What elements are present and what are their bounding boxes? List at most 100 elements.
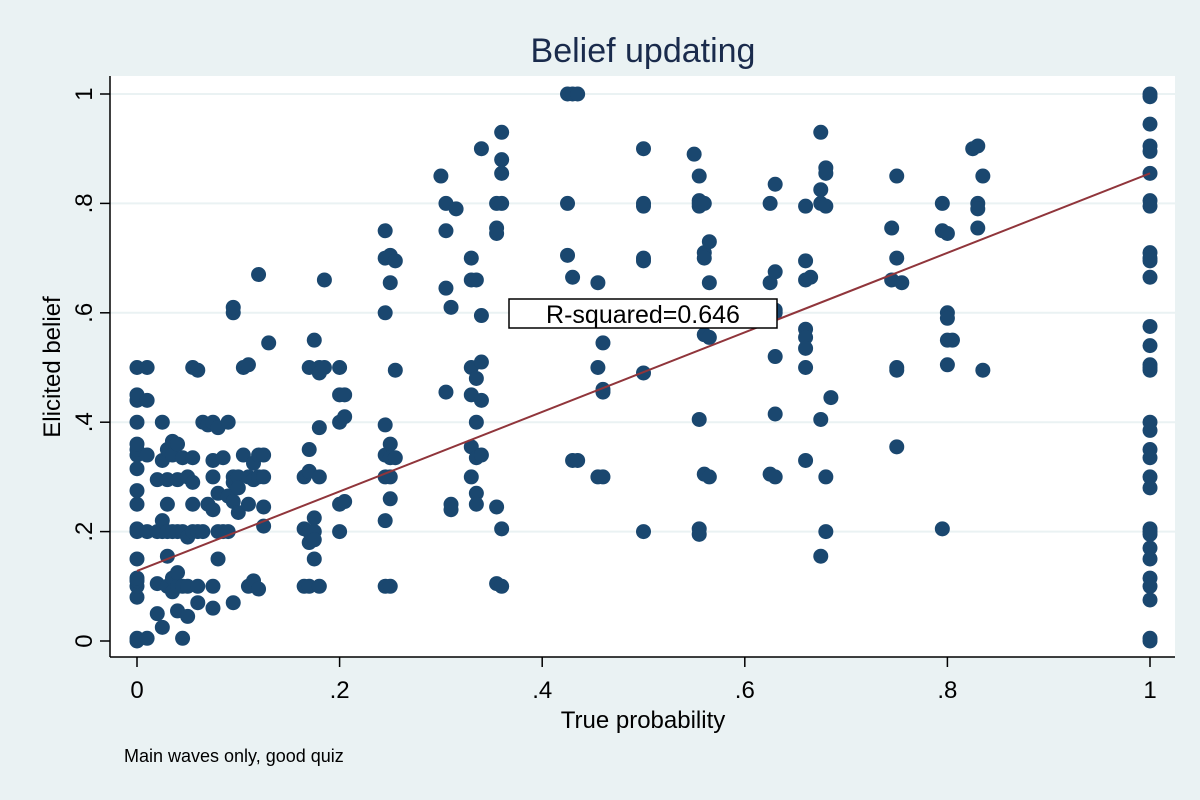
data-point xyxy=(1142,318,1158,334)
data-point xyxy=(220,524,236,540)
data-point xyxy=(139,447,155,463)
y-tick-label: .2 xyxy=(71,522,98,542)
data-point xyxy=(818,524,834,540)
data-point xyxy=(205,502,221,518)
data-point xyxy=(256,499,272,515)
data-point xyxy=(494,165,510,181)
y-tick-label: .4 xyxy=(71,412,98,432)
data-point xyxy=(565,269,581,285)
chart-note: Main waves only, good quiz xyxy=(124,746,344,766)
x-axis-ticks: 0 .2 .4 .6 .8 1 xyxy=(130,657,1157,704)
data-point xyxy=(240,357,256,373)
x-axis-title: True probability xyxy=(561,707,726,734)
data-point xyxy=(489,225,505,241)
data-point xyxy=(438,384,454,400)
data-point xyxy=(190,595,206,611)
x-tick-label: .4 xyxy=(532,677,552,704)
data-point xyxy=(332,524,348,540)
data-point xyxy=(818,198,834,214)
data-point xyxy=(468,496,484,512)
data-point xyxy=(230,504,246,520)
data-point xyxy=(337,387,353,403)
data-point xyxy=(448,201,464,217)
data-point xyxy=(473,308,489,324)
data-point xyxy=(1142,253,1158,269)
data-point xyxy=(494,578,510,594)
data-point xyxy=(180,608,196,624)
data-point xyxy=(468,272,484,288)
data-point xyxy=(975,168,991,184)
data-point xyxy=(443,299,459,315)
data-point xyxy=(316,272,332,288)
data-point xyxy=(970,138,986,154)
data-point xyxy=(220,414,236,430)
data-point xyxy=(468,485,484,501)
data-point xyxy=(686,146,702,162)
data-point xyxy=(560,195,576,211)
data-point xyxy=(894,275,910,291)
x-tick-label: 0 xyxy=(130,677,143,704)
data-point xyxy=(798,329,814,345)
data-point xyxy=(235,447,251,463)
data-point xyxy=(468,414,484,430)
data-point xyxy=(1142,540,1158,556)
data-point xyxy=(489,499,505,515)
data-point xyxy=(240,496,256,512)
data-point xyxy=(473,141,489,157)
data-point xyxy=(129,570,145,586)
data-point xyxy=(139,392,155,408)
data-point xyxy=(261,335,277,351)
data-point xyxy=(884,220,900,236)
data-point xyxy=(798,198,814,214)
data-point xyxy=(823,390,839,406)
data-point xyxy=(185,450,201,466)
data-point xyxy=(570,452,586,468)
data-point xyxy=(443,502,459,518)
data-point xyxy=(129,436,145,452)
data-point xyxy=(311,469,327,485)
data-point xyxy=(337,409,353,425)
data-point xyxy=(129,589,145,605)
y-tick-label: .8 xyxy=(71,193,98,213)
data-point xyxy=(701,329,717,345)
data-point xyxy=(1142,450,1158,466)
data-point xyxy=(590,275,606,291)
data-point xyxy=(970,201,986,217)
data-point xyxy=(767,406,783,422)
data-point xyxy=(494,521,510,537)
data-point xyxy=(767,469,783,485)
data-point xyxy=(798,253,814,269)
data-point xyxy=(1142,633,1158,649)
data-point xyxy=(636,141,651,157)
x-tick-label: .2 xyxy=(330,677,350,704)
y-axis-ticks: 0 .2 .4 .6 .8 1 xyxy=(71,87,110,648)
data-point xyxy=(256,469,272,485)
data-point xyxy=(468,370,484,386)
data-point xyxy=(636,198,651,214)
data-point xyxy=(463,469,479,485)
data-point xyxy=(701,469,717,485)
data-point xyxy=(1142,480,1158,496)
data-point xyxy=(1142,269,1158,285)
data-point xyxy=(382,491,398,507)
data-point xyxy=(889,168,905,184)
data-point xyxy=(382,436,398,452)
data-point xyxy=(494,124,510,140)
x-tick-label: 1 xyxy=(1143,677,1156,704)
data-point xyxy=(251,267,267,283)
data-point xyxy=(762,195,778,211)
data-point xyxy=(1142,526,1158,542)
data-point xyxy=(129,496,145,512)
data-point xyxy=(154,619,170,635)
data-point xyxy=(798,340,814,356)
data-point xyxy=(175,630,191,646)
data-point xyxy=(377,305,393,321)
data-point xyxy=(382,275,398,291)
data-point xyxy=(205,600,221,616)
data-point xyxy=(1142,362,1158,378)
data-point xyxy=(570,86,586,102)
data-point xyxy=(129,414,145,430)
data-point xyxy=(975,362,991,378)
data-point xyxy=(306,510,322,526)
